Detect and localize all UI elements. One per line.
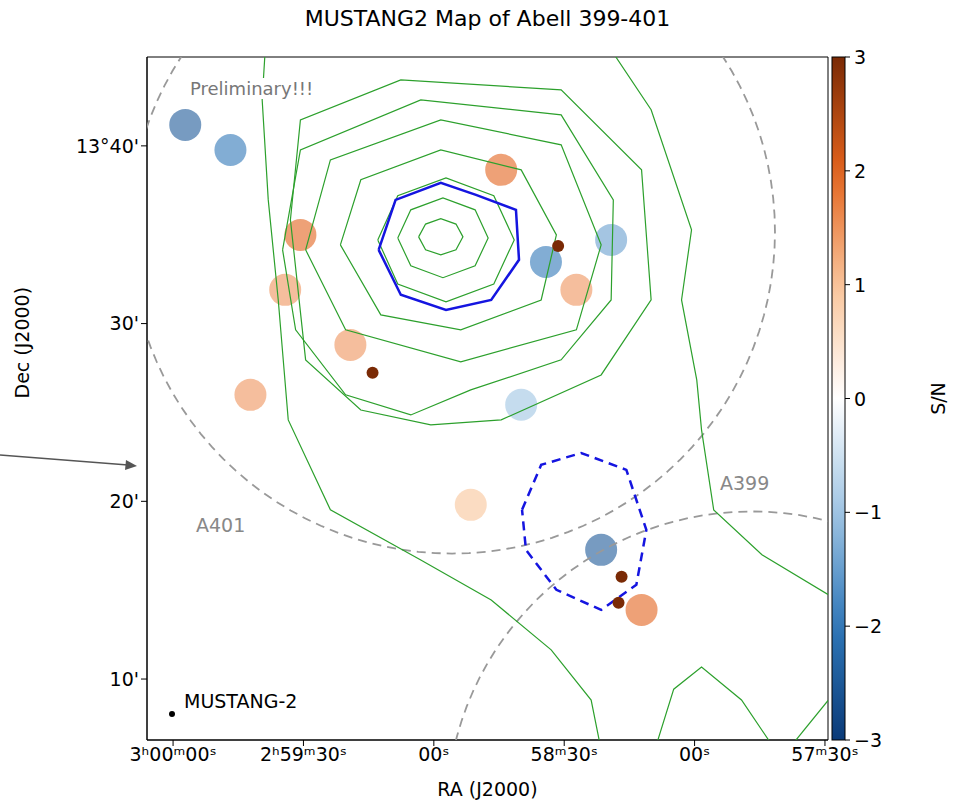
svg-text:2: 2 [854, 160, 866, 182]
svg-text:10': 10' [110, 668, 139, 690]
svg-text:2ʰ59ᵐ30ˢ: 2ʰ59ᵐ30ˢ [260, 743, 347, 765]
svg-text:00ˢ: 00ˢ [679, 743, 710, 765]
svg-text:57ᵐ30ˢ: 57ᵐ30ˢ [791, 743, 858, 765]
svg-text:−2: −2 [854, 615, 882, 637]
svg-text:20': 20' [110, 490, 139, 512]
svg-text:30': 30' [110, 312, 139, 334]
svg-text:Dec (J2000): Dec (J2000) [11, 287, 33, 399]
html-text:MUSTANG-2: MUSTANG-2 [184, 690, 298, 712]
svg-text:0: 0 [854, 388, 866, 410]
svg-text:3: 3 [854, 46, 866, 68]
svg-text:−3: −3 [854, 729, 882, 751]
svg-text:1: 1 [854, 274, 866, 296]
svg-text:S/N: S/N [927, 382, 949, 415]
svg-text:RA (J2000): RA (J2000) [437, 778, 537, 800]
html-text:A401: A401 [196, 514, 246, 536]
svg-text:3ʰ00ᵐ00ˢ: 3ʰ00ᵐ00ˢ [130, 743, 217, 765]
html-text:Preliminary!!!: Preliminary!!! [190, 78, 314, 99]
svg-text:13°40': 13°40' [76, 135, 139, 157]
svg-text:−1: −1 [854, 501, 882, 523]
svg-text:00ˢ: 00ˢ [418, 743, 449, 765]
html-text:MUSTANG2 Map of Abell 399-401: MUSTANG2 Map of Abell 399-401 [304, 6, 671, 31]
html-text:A399: A399 [720, 472, 770, 494]
svg-text:58ᵐ30ˢ: 58ᵐ30ˢ [531, 743, 598, 765]
